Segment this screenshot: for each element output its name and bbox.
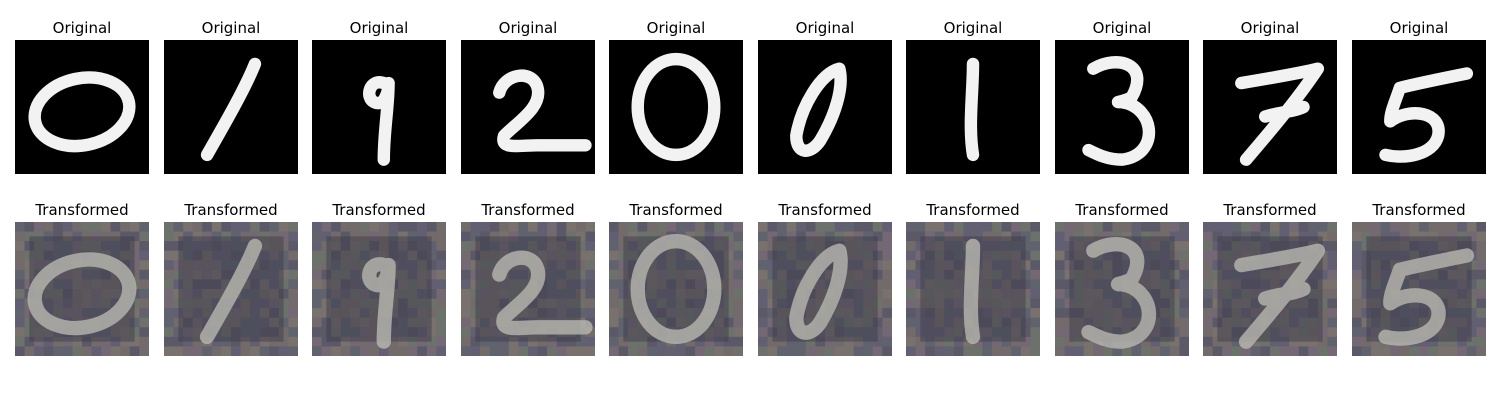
original-digit-image: [1055, 40, 1189, 174]
digit-glyph-canvas: [609, 40, 743, 174]
transformed-digit-image: [1352, 222, 1486, 356]
digit-glyph-canvas: [906, 40, 1040, 174]
digit-stroke: [362, 257, 396, 349]
panel-title: Transformed: [1075, 201, 1169, 219]
panel-title: Transformed: [629, 201, 723, 219]
digit-glyph-canvas: [758, 222, 892, 356]
digit-stroke: [199, 238, 263, 345]
digit-stroke: [1234, 243, 1326, 349]
original-digit-image: [461, 40, 595, 174]
panel-title: Original: [201, 19, 261, 37]
digit-glyph-canvas: [312, 40, 446, 174]
digit-glyph-canvas: [609, 222, 743, 356]
digit-glyph-canvas: [1203, 222, 1337, 356]
panel-title: Original: [1240, 19, 1300, 37]
panel-title: Original: [1092, 19, 1152, 37]
digit-stroke: [1081, 237, 1157, 349]
transformed-digit-image: [906, 222, 1040, 356]
digit-glyph-canvas: [1352, 40, 1486, 174]
transformed-digit-image: [758, 222, 892, 356]
original-digit-image: [15, 40, 149, 174]
digit-glyph-canvas: [1352, 222, 1486, 356]
digit-glyph-canvas: [906, 222, 1040, 356]
digit-glyph-canvas: [15, 40, 149, 174]
digit-stroke: [200, 57, 262, 162]
panel-title: Transformed: [35, 201, 129, 219]
panel-title: Original: [498, 19, 558, 37]
digit-stroke: [631, 52, 721, 162]
image-background: [758, 40, 892, 174]
digit-glyph-canvas: [461, 222, 595, 356]
digit-stroke: [630, 233, 722, 345]
transformed-digit-image: [15, 222, 149, 356]
digit-stroke: [28, 71, 136, 153]
digit-stroke: [363, 76, 395, 166]
digit-stroke: [492, 250, 593, 336]
digit-stroke: [27, 252, 137, 336]
digit-glyph-canvas: [461, 40, 595, 174]
original-digit-image: [758, 40, 892, 174]
panel-title: Original: [52, 19, 112, 37]
panel-title: Original: [646, 19, 706, 37]
original-digit-image: [906, 40, 1040, 174]
original-digit-image: [312, 40, 446, 174]
transformed-digit-image: [1055, 222, 1189, 356]
transformed-digit-image: [1203, 222, 1337, 356]
digit-glyph-canvas: [164, 40, 298, 174]
transformed-digit-image: [461, 222, 595, 356]
original-digit-image: [1352, 40, 1486, 174]
image-background: [1203, 40, 1337, 174]
digit-glyph-canvas: [1055, 40, 1189, 174]
digit-stroke: [790, 62, 847, 157]
panel-title: Transformed: [481, 201, 575, 219]
digit-glyph-canvas: [758, 40, 892, 174]
digit-stroke: [493, 69, 592, 153]
digit-stroke: [1379, 67, 1474, 163]
panel-title: Transformed: [1223, 201, 1317, 219]
transformed-digit-image: [609, 222, 743, 356]
digit-stroke: [963, 238, 981, 345]
panel-title: Original: [795, 19, 855, 37]
digit-glyph-canvas: [312, 222, 446, 356]
digit-stroke: [1378, 248, 1475, 346]
digit-glyph-canvas: [1203, 40, 1337, 174]
digit-glyph-canvas: [15, 222, 149, 356]
digit-stroke: [789, 243, 848, 340]
panel-title: Original: [1389, 19, 1449, 37]
original-digit-image: [164, 40, 298, 174]
digit-stroke: [1082, 56, 1156, 166]
panel-title: Transformed: [778, 201, 872, 219]
panel-title: Transformed: [1372, 201, 1466, 219]
panel-title: Transformed: [184, 201, 278, 219]
digit-stroke: [964, 57, 980, 162]
panel-title: Original: [349, 19, 409, 37]
panel-title: Transformed: [332, 201, 426, 219]
transformed-digit-image: [312, 222, 446, 356]
original-digit-image: [609, 40, 743, 174]
digit-glyph-canvas: [164, 222, 298, 356]
transformed-digit-image: [164, 222, 298, 356]
digit-glyph-canvas: [1055, 222, 1189, 356]
panel-title: Original: [943, 19, 1003, 37]
digit-stroke: [1235, 62, 1325, 166]
panel-title: Transformed: [926, 201, 1020, 219]
original-digit-image: [1203, 40, 1337, 174]
